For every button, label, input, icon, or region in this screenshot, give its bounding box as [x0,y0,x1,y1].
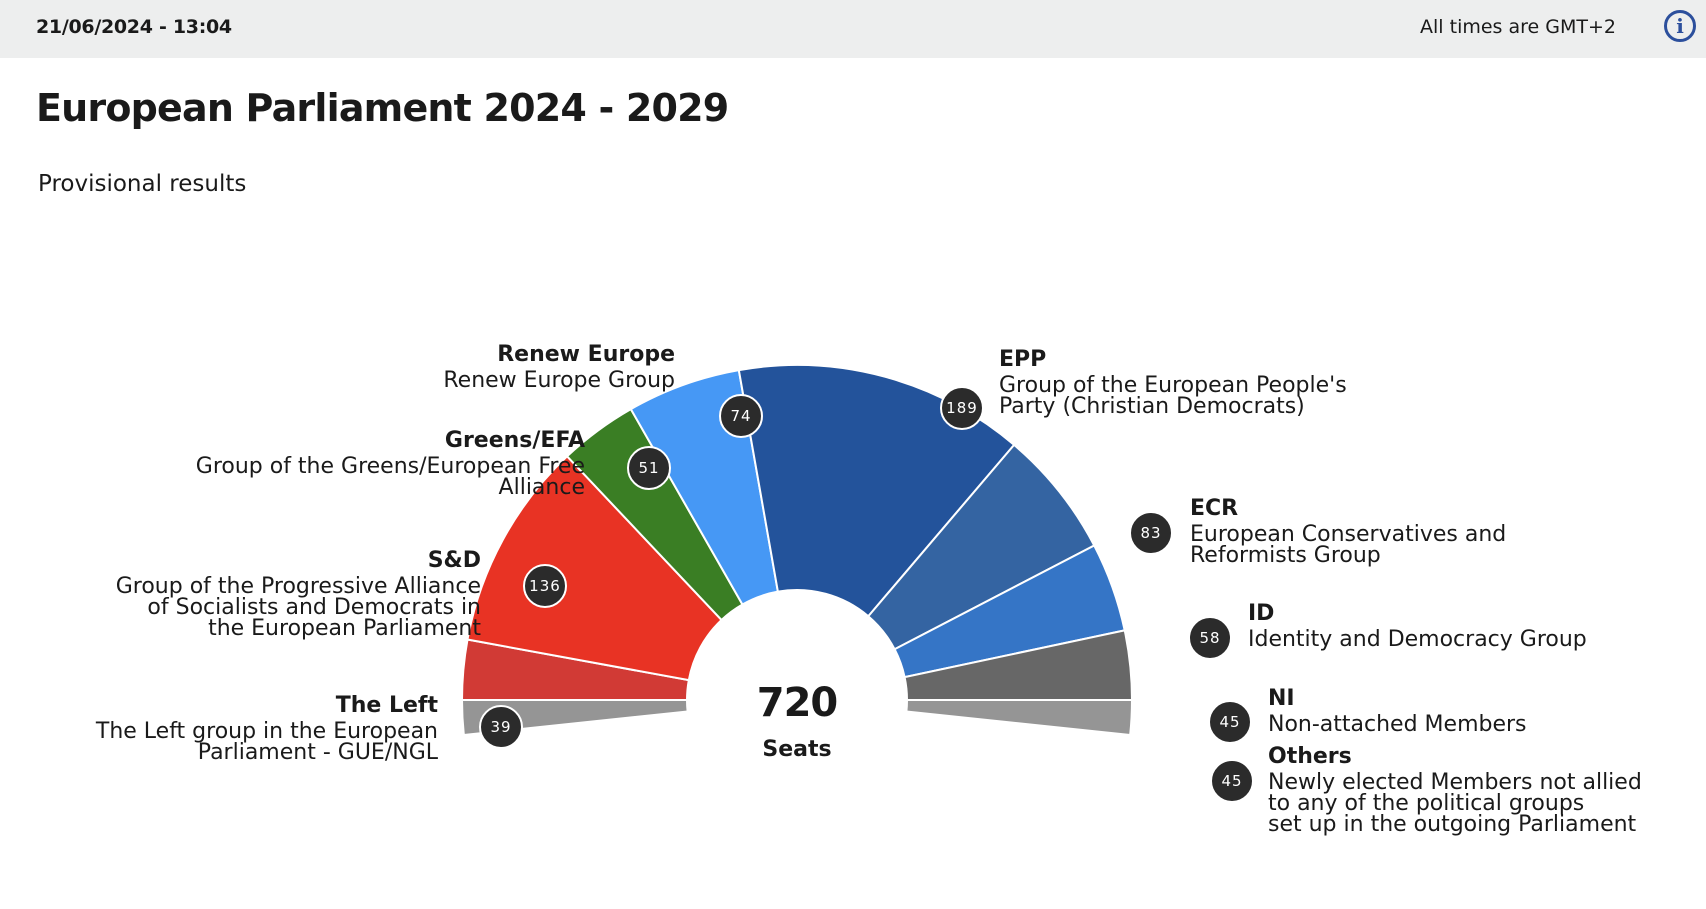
seat-bubble-sd: 136 [523,564,567,608]
group-full-name: European Conservatives and [1190,522,1507,547]
page-title: European Parliament 2024 - 2029 [36,86,729,130]
group-abbreviation: Others [1268,744,1352,769]
group-full-name: the European Parliament [208,616,481,641]
group-abbreviation: EPP [999,347,1047,372]
group-full-name: set up in the outgoing Parliament [1268,812,1637,837]
seat-bubble-others: 45 [1210,759,1254,803]
group-full-name: Non-attached Members [1268,712,1527,737]
group-full-name: Alliance [498,475,585,500]
timezone-note: All times are GMT+2 [1420,16,1616,38]
seat-bubble-ni: 45 [1208,700,1252,744]
group-full-name: The Left group in the European [95,719,438,744]
info-icon[interactable]: i [1664,10,1696,42]
segment-epp [737,364,1016,618]
last-updated-datetime: 21/06/2024 - 13:04 [36,16,232,38]
group-abbreviation: ECR [1190,496,1239,521]
group-full-name: Newly elected Members not allied [1268,770,1642,795]
label-others: Others Newly elected Members not allied to… [1268,744,1642,837]
group-abbreviation: Renew Europe [497,342,675,367]
seat-bubble-left: 39 [479,705,523,749]
group-abbreviation: The Left [335,693,438,718]
group-full-name: Parliament - GUE/NGL [197,740,438,765]
group-full-name: Renew Europe Group [443,368,675,393]
seat-bubble-greens: 51 [627,446,671,490]
group-abbreviation: ID [1248,601,1275,626]
group-abbreviation: S&D [427,548,481,573]
group-full-name: Reformists Group [1190,543,1381,568]
top-bar: 21/06/2024 - 13:04 All times are GMT+2 i [0,0,1706,58]
label-ecr: ECR European Conservatives and Reformists … [1190,496,1507,568]
seat-bubble-renew: 74 [719,394,763,438]
label-left: The Left The Left group in the European Pa… [95,693,438,765]
seat-bubble-ecr: 83 [1129,511,1173,555]
label-sd: S&D Group of the Progressive Alliance of S… [115,548,481,641]
label-renew: Renew Europe Renew Europe Group [443,342,675,393]
label-ni: NI Non-attached Members [1268,686,1527,737]
group-full-name: to any of the political groups [1268,791,1585,816]
segment-s-d [466,454,723,682]
total-seats-value: 720 [756,680,838,726]
group-full-name: Group of the Greens/European Free [195,454,585,479]
seat-bubble-id: 58 [1188,616,1232,660]
label-epp: EPP Group of the European People's Party (… [999,347,1347,419]
group-abbreviation: Greens/EFA [444,428,585,453]
total-seats-label: Seats [762,737,832,762]
group-full-name: of Socialists and Democrats in [147,595,481,620]
segment-others-right [905,699,1134,737]
page-subtitle: Provisional results [38,171,247,197]
group-full-name: Group of the Progressive Alliance [115,574,481,599]
label-id: ID Identity and Democracy Group [1248,601,1587,652]
seat-bubble-epp: 189 [940,386,984,430]
group-abbreviation: NI [1268,686,1295,711]
label-greens: Greens/EFA Group of the Greens/European F… [195,428,585,500]
group-full-name: Group of the European People's [999,373,1347,398]
group-full-name: Identity and Democracy Group [1248,627,1587,652]
group-full-name: Party (Christian Democrats) [999,394,1305,419]
